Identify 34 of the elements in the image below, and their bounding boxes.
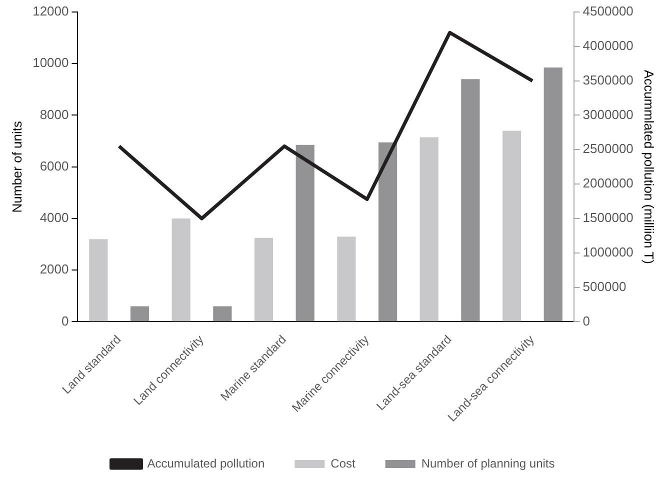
bar [213, 306, 232, 322]
y-tick-label: 6000 [40, 158, 69, 174]
bar [461, 79, 480, 322]
y-tick-label: 4000 [40, 210, 69, 226]
bar [544, 67, 562, 322]
bar [89, 239, 108, 322]
y2-tick-label: 0 [582, 313, 590, 328]
y2-tick-label: 4500000 [582, 4, 634, 19]
legend-label: Accumulated pollution [147, 456, 265, 470]
y2-tick-label: 2500000 [582, 141, 634, 156]
bar [130, 306, 150, 322]
legend-label: Cost [330, 456, 356, 470]
y2-tick-label: 500000 [582, 278, 626, 294]
y2-tick-label: 1000000 [582, 244, 634, 260]
y2-tick-label: 3500000 [582, 72, 634, 88]
bar [254, 238, 274, 322]
y2-tick-label: 3000000 [582, 106, 634, 122]
y-tick-label: 12000 [32, 4, 69, 19]
bar [337, 236, 356, 322]
y-tick-label: 2000 [40, 262, 69, 277]
legend-label: Number of planning units [421, 456, 555, 470]
y-axis-title: Number of units [9, 120, 24, 213]
y-tick-label: 10000 [32, 55, 69, 70]
y2-tick-label: 2000000 [582, 176, 634, 191]
y-tick-label: 0 [62, 313, 69, 328]
bar [378, 142, 398, 322]
bar [502, 130, 522, 322]
y2-axis-title: Accummlated pollution (milliion T) [642, 70, 657, 264]
bar [172, 218, 190, 322]
bar [296, 144, 314, 322]
y2-tick-label: 4000000 [582, 38, 634, 53]
y2-tick-label: 1500000 [582, 210, 634, 226]
y-tick-label: 8000 [40, 106, 69, 122]
bar [420, 137, 438, 322]
